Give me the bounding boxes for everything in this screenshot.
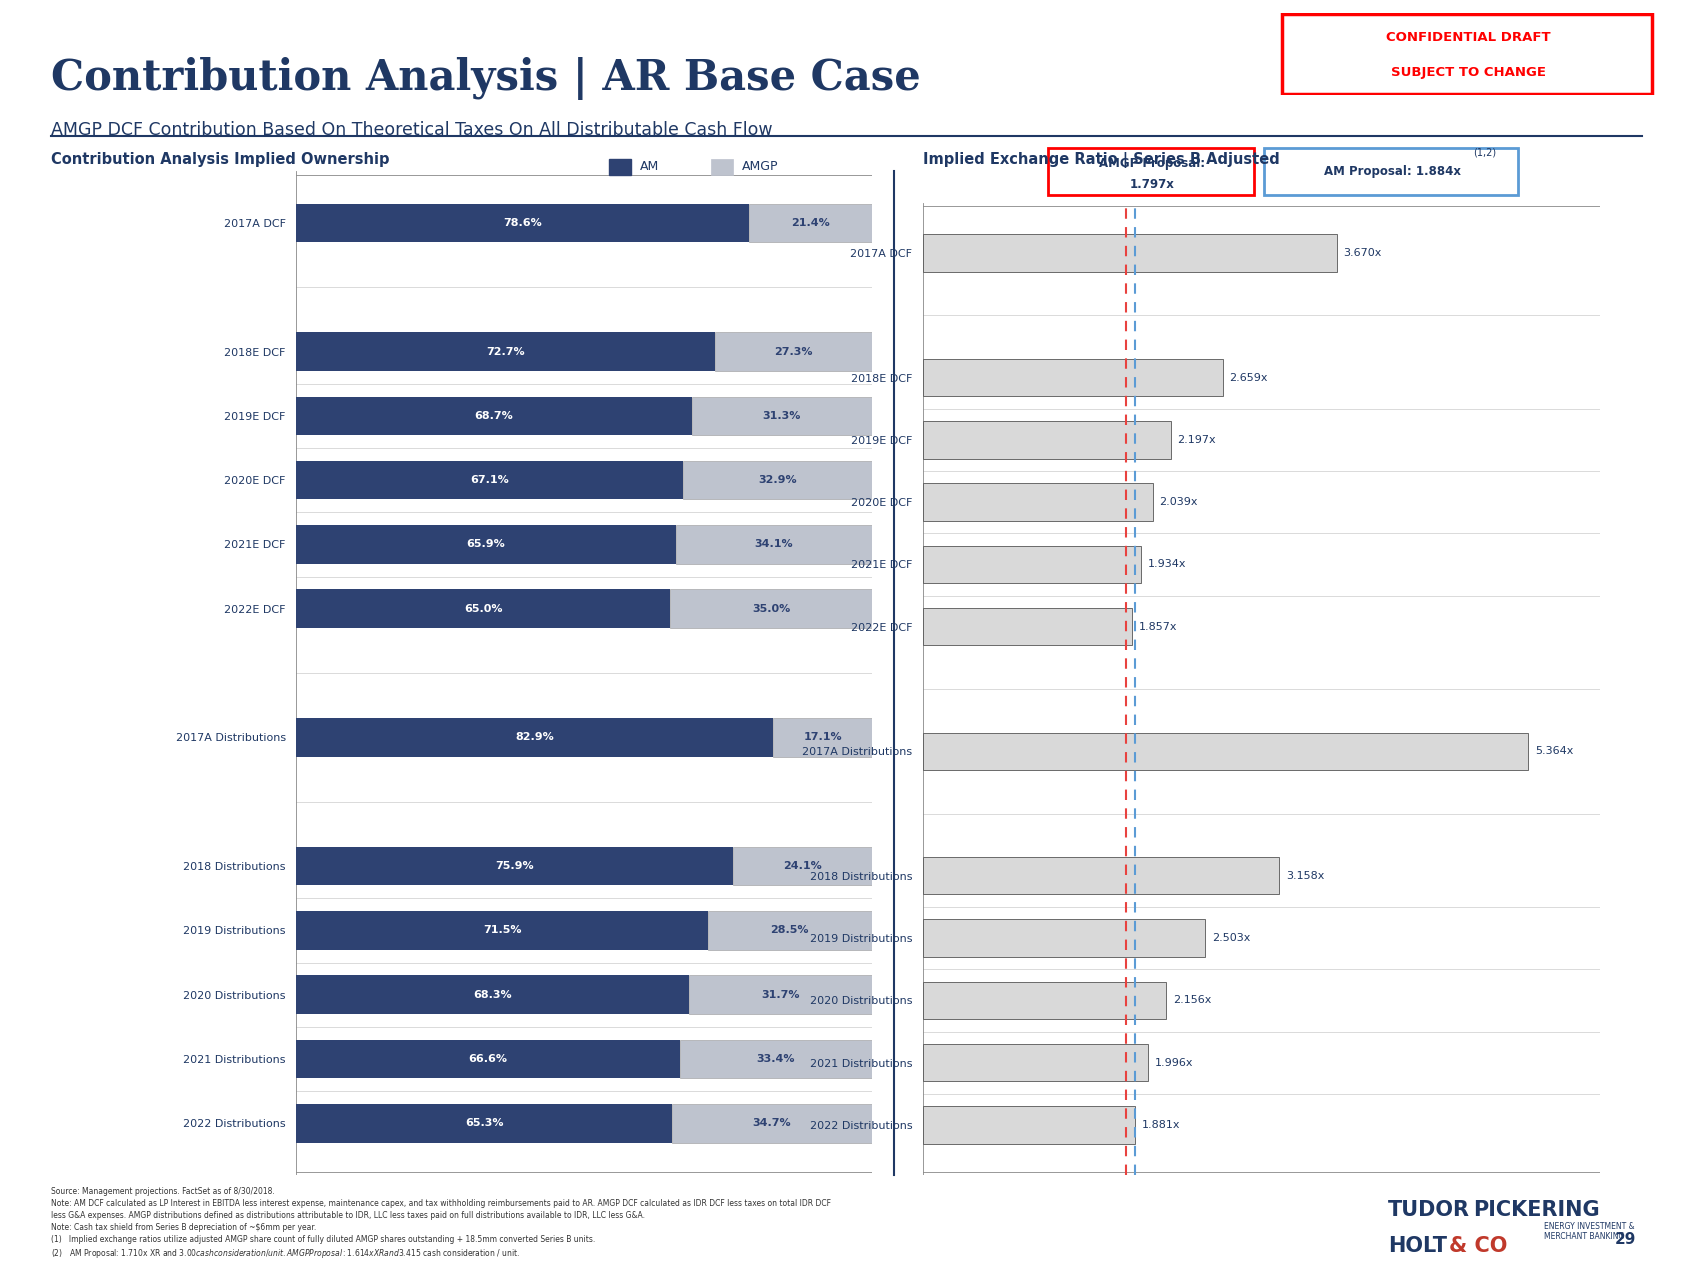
- Bar: [296, 1104, 672, 1143]
- Text: 66.6%: 66.6%: [469, 1054, 508, 1064]
- Bar: [923, 1044, 1148, 1081]
- Text: 75.9%: 75.9%: [496, 861, 533, 871]
- Text: Source: Management projections. FactSet as of 8/30/2018.
Note: AM DCF calculated: Source: Management projections. FactSet …: [51, 1187, 831, 1260]
- Text: 5.364x: 5.364x: [1536, 747, 1573, 756]
- Bar: [923, 422, 1170, 458]
- Bar: [296, 526, 676, 564]
- Bar: [923, 484, 1153, 521]
- Text: Contribution Analysis Implied Ownership: Contribution Analysis Implied Ownership: [51, 152, 389, 168]
- Bar: [714, 333, 872, 371]
- Bar: [672, 1104, 872, 1143]
- Text: 24.1%: 24.1%: [784, 861, 821, 871]
- Text: 34.1%: 34.1%: [755, 540, 792, 550]
- Text: 3.158x: 3.158x: [1287, 871, 1324, 881]
- FancyBboxPatch shape: [1265, 147, 1519, 196]
- FancyBboxPatch shape: [1282, 14, 1651, 94]
- Text: 17.1%: 17.1%: [804, 733, 841, 743]
- Bar: [296, 718, 774, 757]
- Bar: [923, 359, 1222, 396]
- Bar: [923, 733, 1529, 770]
- Text: & CO: & CO: [1449, 1236, 1507, 1256]
- Text: 68.3%: 68.3%: [474, 989, 513, 999]
- Text: SUBJECT TO CHANGE: SUBJECT TO CHANGE: [1392, 66, 1546, 79]
- Bar: [296, 333, 714, 371]
- Bar: [296, 203, 748, 243]
- Text: 1.934x: 1.934x: [1148, 559, 1187, 569]
- Text: 78.6%: 78.6%: [503, 218, 542, 227]
- Bar: [923, 235, 1337, 272]
- Text: AMGP DCF Contribution Based On Theoretical Taxes On All Distributable Cash Flow: AMGP DCF Contribution Based On Theoretic…: [51, 121, 772, 138]
- FancyBboxPatch shape: [1048, 147, 1253, 196]
- Bar: [774, 718, 872, 757]
- Bar: [296, 847, 733, 885]
- Text: (1,2): (1,2): [1473, 147, 1497, 157]
- Text: AMGP: AMGP: [742, 160, 779, 173]
- Text: 1.797x: 1.797x: [1129, 178, 1175, 190]
- Text: 21.4%: 21.4%: [791, 218, 830, 227]
- Text: 2.659x: 2.659x: [1229, 372, 1268, 382]
- Text: TUDOR: TUDOR: [1388, 1200, 1470, 1220]
- Text: 3.670x: 3.670x: [1344, 248, 1381, 258]
- Text: 71.5%: 71.5%: [483, 926, 521, 936]
- Bar: [689, 975, 872, 1013]
- Text: 27.3%: 27.3%: [774, 347, 813, 357]
- Bar: [923, 857, 1280, 894]
- Bar: [923, 546, 1141, 583]
- Text: 65.0%: 65.0%: [464, 603, 503, 613]
- Bar: [296, 396, 692, 436]
- Text: 82.9%: 82.9%: [515, 733, 554, 743]
- Text: PICKERING: PICKERING: [1473, 1200, 1600, 1220]
- Text: AMGP Proposal:: AMGP Proposal:: [1099, 157, 1205, 170]
- Text: 34.7%: 34.7%: [753, 1119, 791, 1128]
- Bar: [296, 975, 689, 1013]
- Text: 31.3%: 31.3%: [762, 410, 801, 420]
- Bar: [692, 396, 872, 436]
- Text: 35.0%: 35.0%: [752, 603, 791, 613]
- Bar: [708, 911, 872, 950]
- Text: 72.7%: 72.7%: [486, 347, 525, 357]
- Text: 67.1%: 67.1%: [471, 475, 510, 485]
- Text: HOLT: HOLT: [1388, 1236, 1448, 1256]
- Text: 2.503x: 2.503x: [1212, 933, 1251, 944]
- Bar: [296, 1040, 679, 1078]
- Text: 1.857x: 1.857x: [1139, 622, 1178, 631]
- Text: 1.881x: 1.881x: [1141, 1120, 1180, 1130]
- Bar: [670, 589, 872, 629]
- Text: 32.9%: 32.9%: [758, 475, 796, 485]
- Text: Contribution Analysis | AR Base Case: Contribution Analysis | AR Base Case: [51, 57, 921, 100]
- Bar: [923, 982, 1166, 1019]
- Text: 2.039x: 2.039x: [1160, 497, 1199, 507]
- Bar: [923, 919, 1205, 956]
- Bar: [296, 589, 670, 629]
- Text: 2.197x: 2.197x: [1177, 434, 1216, 444]
- Bar: [733, 847, 872, 885]
- Bar: [748, 203, 872, 243]
- Text: Implied Exchange Ratio | Series B Adjusted: Implied Exchange Ratio | Series B Adjust…: [923, 152, 1280, 169]
- Bar: [923, 608, 1133, 645]
- Text: 2.156x: 2.156x: [1173, 996, 1210, 1006]
- Bar: [296, 461, 682, 499]
- Bar: [676, 526, 872, 564]
- Text: 65.3%: 65.3%: [466, 1119, 503, 1128]
- Text: AM Proposal: 1.884x: AM Proposal: 1.884x: [1324, 165, 1461, 178]
- Bar: [923, 1106, 1134, 1143]
- Text: 33.4%: 33.4%: [757, 1054, 796, 1064]
- Text: CONFIDENTIAL DRAFT: CONFIDENTIAL DRAFT: [1387, 30, 1551, 44]
- Text: 31.7%: 31.7%: [762, 989, 799, 999]
- Text: 65.9%: 65.9%: [467, 540, 505, 550]
- Text: 68.7%: 68.7%: [474, 410, 513, 420]
- Bar: [296, 911, 708, 950]
- Text: 29: 29: [1615, 1232, 1635, 1247]
- Text: 28.5%: 28.5%: [770, 926, 809, 936]
- Bar: [679, 1040, 872, 1078]
- Bar: [682, 461, 872, 499]
- Text: ENERGY INVESTMENT &
MERCHANT BANKING: ENERGY INVESTMENT & MERCHANT BANKING: [1544, 1222, 1635, 1241]
- Text: 1.996x: 1.996x: [1155, 1058, 1194, 1068]
- Text: AM: AM: [640, 160, 659, 173]
